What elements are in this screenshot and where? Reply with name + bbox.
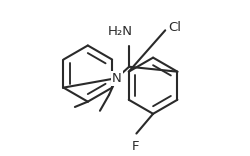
Text: Cl: Cl: [168, 21, 181, 34]
Text: H₂N: H₂N: [108, 24, 132, 38]
Text: F: F: [132, 140, 140, 153]
Text: N: N: [112, 72, 122, 85]
